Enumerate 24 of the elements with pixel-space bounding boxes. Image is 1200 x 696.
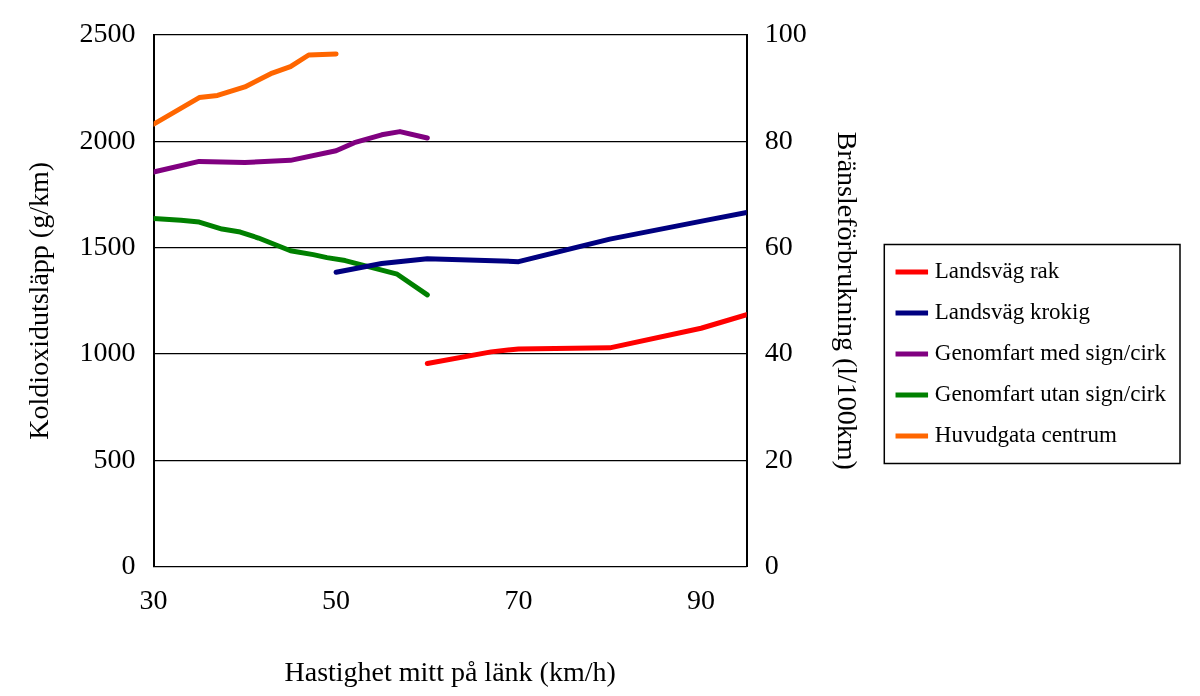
y2-tick-label: 80 (764, 123, 793, 155)
y-tick-label: 1500 (79, 229, 136, 261)
y-tick-label: 2000 (79, 123, 136, 155)
y2-axis-title: Bränsleförbrukning (l/100km) (832, 131, 864, 470)
y-tick-label: 2500 (79, 17, 136, 49)
y2-tick-label: 20 (764, 442, 793, 474)
y2-tick-label: 0 (764, 549, 779, 581)
y2-tick-label: 40 (764, 336, 793, 368)
x-tick-label: 70 (504, 583, 533, 615)
x-tick-label: 30 (139, 583, 168, 615)
legend-label: Genomfart med sign/cirk (934, 340, 1167, 366)
legend-label: Landsväg krokig (934, 299, 1091, 325)
legend-label: Genomfart utan sign/cirk (934, 381, 1167, 407)
y-tick-label: 1000 (79, 336, 136, 368)
x-tick-label: 50 (322, 583, 351, 615)
y-tick-label: 500 (93, 442, 136, 474)
y-tick-label: 0 (121, 549, 136, 581)
x-tick-label: 90 (687, 583, 716, 615)
x-axis-title: Hastighet mitt på länk (km/h) (284, 655, 616, 687)
legend-label: Landsväg rak (934, 258, 1060, 284)
y-axis-title: Koldioxidutsläpp (g/km) (23, 161, 55, 440)
y2-tick-label: 60 (764, 229, 793, 261)
legend-label: Huvudgata centrum (934, 422, 1117, 448)
y2-tick-label: 100 (764, 17, 807, 49)
